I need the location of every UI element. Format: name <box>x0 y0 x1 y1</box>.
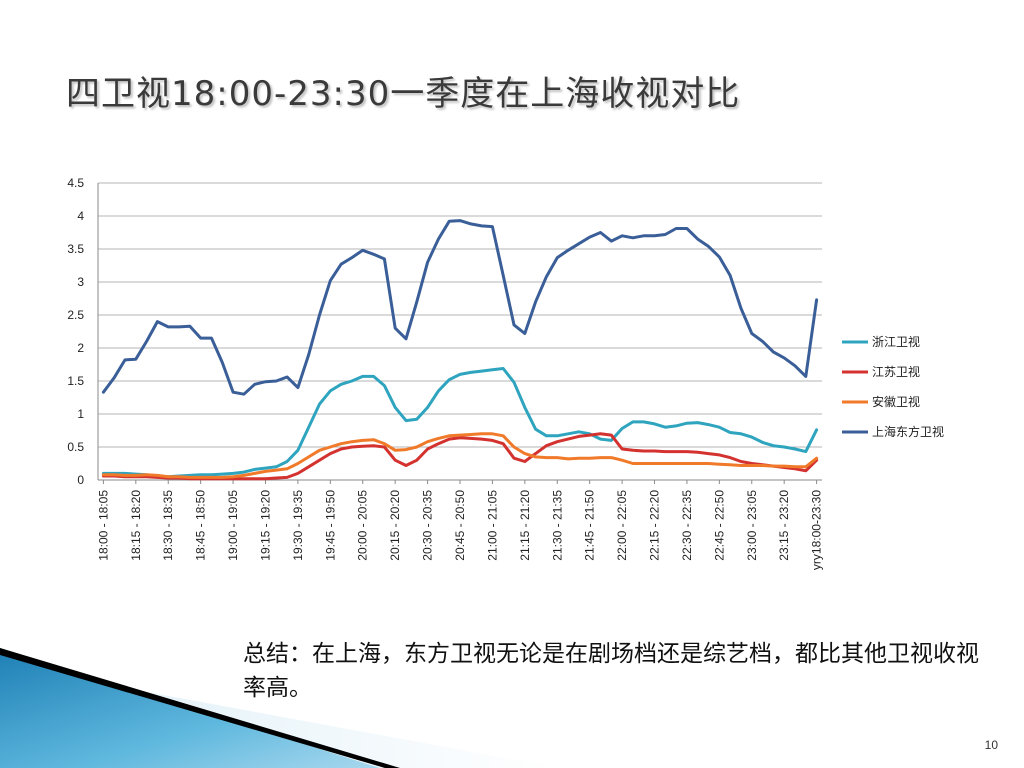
x-tick-label: 20:30 - 20:35 <box>421 490 435 561</box>
x-tick-label: 18:00 - 18:05 <box>96 490 110 561</box>
y-tick-label: 1 <box>77 407 84 421</box>
x-tick-label: 21:15 - 21:20 <box>518 490 532 561</box>
x-tick-label: 22:30 - 22:35 <box>680 490 694 561</box>
x-tick-label: 19:00 - 19:05 <box>226 490 240 561</box>
y-tick-label: 1.5 <box>67 374 84 388</box>
x-tick-label: 18:45 - 18:50 <box>194 490 208 561</box>
x-tick-label: 21:30 - 21:35 <box>550 490 564 561</box>
x-tick-label: 23:15 - 23:20 <box>777 490 791 561</box>
chart-gridlines <box>97 182 822 481</box>
slide-title: 四卫视18:00-23:30一季度在上海收视对比 <box>66 74 741 114</box>
legend-label: 浙江卫视 <box>872 334 920 349</box>
y-tick-label: 2.5 <box>67 308 84 322</box>
x-tick-label: 19:30 - 19:35 <box>291 490 305 561</box>
x-tick-label: 19:45 - 19:50 <box>323 490 337 561</box>
x-tick-label: 21:00 - 21:05 <box>485 490 499 561</box>
x-tick-label: 20:15 - 20:20 <box>388 490 402 561</box>
series-line-3 <box>101 219 819 396</box>
y-tick-label: 3.5 <box>67 242 84 256</box>
x-tick-label: 23:00 - 23:05 <box>745 490 759 561</box>
x-tick-label: yry18:00-23:30 <box>810 490 824 570</box>
x-axis-ticks: 18:00 - 18:05 18:15 - 18:20 18:30 - 18:35 1… <box>96 480 824 570</box>
series-line-2 <box>101 432 819 479</box>
page-number: 10 <box>984 738 998 752</box>
series-line-1 <box>101 432 819 481</box>
x-tick-label: 21:45 - 21:50 <box>583 490 597 561</box>
series-line-0 <box>101 367 819 479</box>
x-tick-label: 22:00 - 22:05 <box>615 490 629 561</box>
x-tick-label: 19:15 - 19:20 <box>258 490 272 561</box>
x-tick-label: 22:45 - 22:50 <box>712 490 726 561</box>
legend-label: 江苏卫视 <box>872 364 920 379</box>
chart-series <box>101 219 819 481</box>
y-axis-ticks: 0 0.5 1 1.5 2 2.5 3 3.5 4 4.5 <box>67 176 84 487</box>
y-tick-label: 3 <box>77 275 84 289</box>
y-tick-label: 0 <box>77 473 84 487</box>
x-tick-label: 20:45 - 20:50 <box>453 490 467 561</box>
y-tick-label: 4.5 <box>67 176 84 190</box>
legend-label: 安徽卫视 <box>872 394 920 409</box>
x-tick-label: 18:15 - 18:20 <box>129 490 143 561</box>
x-tick-label: 18:30 - 18:35 <box>161 490 175 561</box>
x-tick-label: 22:15 - 22:20 <box>648 490 662 561</box>
y-tick-label: 0.5 <box>67 440 84 454</box>
y-tick-label: 4 <box>77 209 84 223</box>
legend-label: 上海东方卫视 <box>872 424 944 439</box>
line-chart: 0 0.5 1 1.5 2 2.5 3 3.5 4 4.5 18:00 - 18:05 18:15 … <box>67 176 944 570</box>
summary-text: 总结：在上海，东方卫视无论是在剧场档还是综艺档，都比其他卫视收视率高。 <box>243 641 979 701</box>
y-tick-label: 2 <box>77 341 84 355</box>
x-tick-label: 20:00 - 20:05 <box>356 490 370 561</box>
